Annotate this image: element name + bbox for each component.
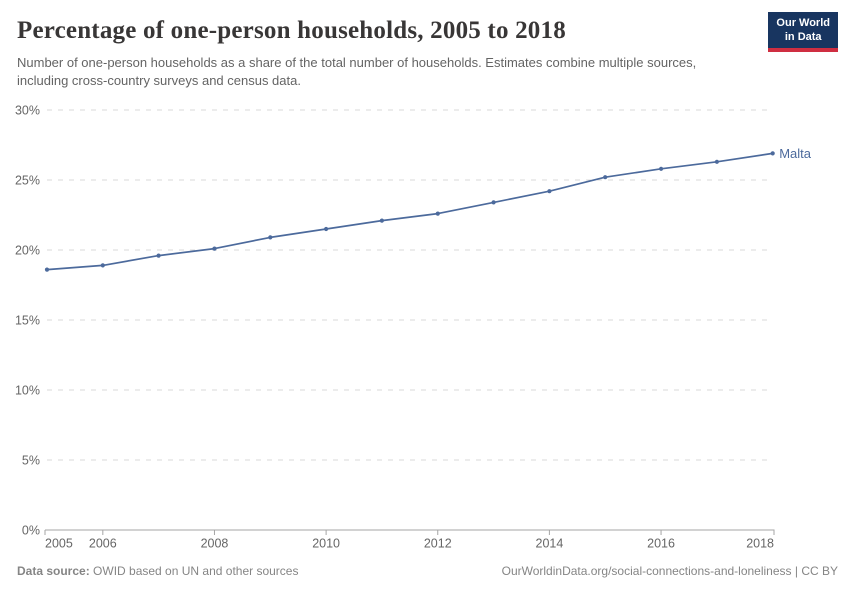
page-title: Percentage of one-person households, 200… xyxy=(17,17,566,44)
y-axis-tick-label: 5% xyxy=(22,454,40,468)
x-axis-tick-label: 2010 xyxy=(312,537,340,551)
chart-footer: Data source: OWID based on UN and other … xyxy=(17,564,838,578)
owid-logo-line2: in Data xyxy=(784,30,822,43)
data-point[interactable] xyxy=(659,166,664,171)
data-point[interactable] xyxy=(770,151,775,156)
y-axis-tick-label: 25% xyxy=(15,174,40,188)
x-axis-tick-label: 2012 xyxy=(424,537,452,551)
y-axis-tick-label: 10% xyxy=(15,384,40,398)
footer-link[interactable]: OurWorldinData.org/social-connections-an… xyxy=(501,564,838,578)
x-axis-tick-label: 2016 xyxy=(647,537,675,551)
y-axis-tick-label: 20% xyxy=(15,244,40,258)
data-point[interactable] xyxy=(547,189,552,194)
data-point[interactable] xyxy=(324,226,329,232)
data-point[interactable] xyxy=(100,263,105,268)
y-axis-tick-label: 0% xyxy=(22,524,40,538)
data-point[interactable] xyxy=(268,235,273,240)
data-point[interactable] xyxy=(212,246,217,251)
x-axis-tick-label: 2006 xyxy=(89,537,117,551)
x-axis-tick-label: 2005 xyxy=(45,537,73,551)
chart-header: Percentage of one-person households, 200… xyxy=(0,0,850,91)
data-point[interactable] xyxy=(379,218,384,223)
owid-logo[interactable]: Our World in Data xyxy=(768,12,838,52)
data-source-label: Data source: xyxy=(17,564,90,578)
chart-subtitle: Number of one-person households as a sha… xyxy=(17,55,697,89)
data-point[interactable] xyxy=(435,211,440,216)
series-label-malta[interactable]: Malta xyxy=(779,146,812,161)
owid-logo-line1: Our World xyxy=(776,17,830,29)
data-source-note: Data source: OWID based on UN and other … xyxy=(17,564,298,578)
data-point[interactable] xyxy=(603,175,608,180)
data-point[interactable] xyxy=(44,267,50,272)
x-axis-tick-label: 2008 xyxy=(201,537,229,551)
data-point[interactable] xyxy=(156,253,161,258)
data-point[interactable] xyxy=(714,159,720,164)
data-point[interactable] xyxy=(491,200,496,205)
data-source-value: OWID based on UN and other sources xyxy=(89,564,299,578)
x-axis-tick-label: 2018 xyxy=(746,537,774,551)
line-chart: 0% 5% 10% 15% 20% 25% 30% 2005 2006 2008 2010 2012 2… xyxy=(15,104,812,551)
x-axis-tick-label: 2014 xyxy=(536,537,564,551)
series-line-malta[interactable] xyxy=(46,152,774,271)
x-axis xyxy=(44,529,775,535)
y-axis-tick-label: 30% xyxy=(15,104,40,118)
y-axis-tick-label: 15% xyxy=(15,314,40,328)
